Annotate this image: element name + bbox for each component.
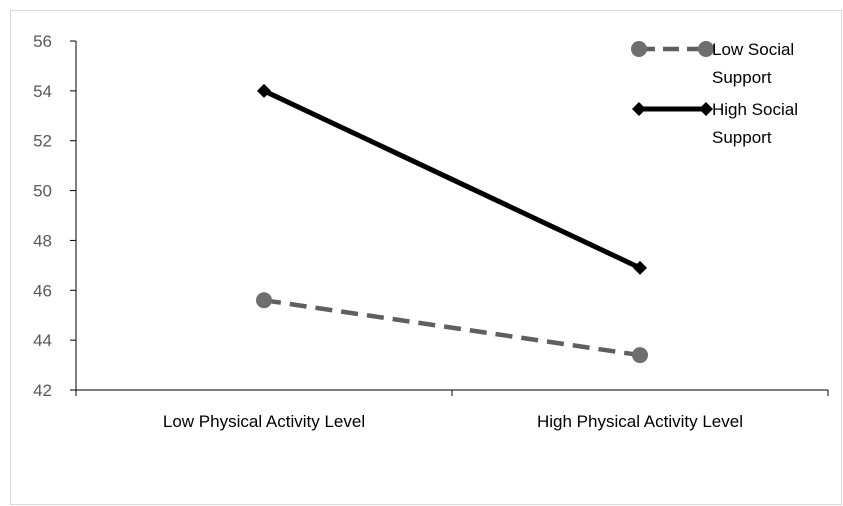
x-category-label: High Physical Activity Level xyxy=(537,412,743,431)
y-tick-label: 50 xyxy=(33,182,52,201)
legend: Low Social Support High Social Support xyxy=(631,40,798,147)
series-line xyxy=(263,298,641,358)
y-tick-label: 42 xyxy=(33,381,52,400)
data-point-diamond xyxy=(632,102,646,116)
series xyxy=(256,83,648,364)
legend-entry-2: High Social Support xyxy=(632,100,798,147)
legend-label: Low Social xyxy=(712,40,794,59)
data-point-diamond xyxy=(633,260,647,275)
series-1 xyxy=(256,292,648,364)
axes xyxy=(75,41,828,391)
legend-entry-1: Low Social Support xyxy=(631,40,794,87)
legend-label: Support xyxy=(712,128,772,147)
data-point-circle xyxy=(632,347,648,364)
series-2 xyxy=(257,83,647,275)
y-tick-label: 46 xyxy=(33,281,52,300)
data-point-circle xyxy=(256,292,272,309)
y-tick-label: 54 xyxy=(33,82,52,101)
y-tick-label: 44 xyxy=(33,331,52,350)
chart-frame xyxy=(10,10,842,505)
y-tick-label: 52 xyxy=(33,132,52,151)
data-point-circle xyxy=(698,41,714,57)
data-point-diamond xyxy=(257,83,271,98)
data-point-circle xyxy=(631,41,647,57)
y-tick-label: 56 xyxy=(33,32,52,51)
legend-label: High Social xyxy=(712,100,798,119)
y-ticks: 42 44 46 48 50 52 54 56 xyxy=(33,32,76,400)
y-tick-label: 48 xyxy=(33,231,52,250)
x-ticks: Low Physical Activity Level High Physical… xyxy=(75,390,829,431)
series-line xyxy=(262,88,642,271)
data-point-diamond xyxy=(699,102,713,116)
x-category-label: Low Physical Activity Level xyxy=(163,412,365,431)
legend-label: Support xyxy=(712,68,772,87)
